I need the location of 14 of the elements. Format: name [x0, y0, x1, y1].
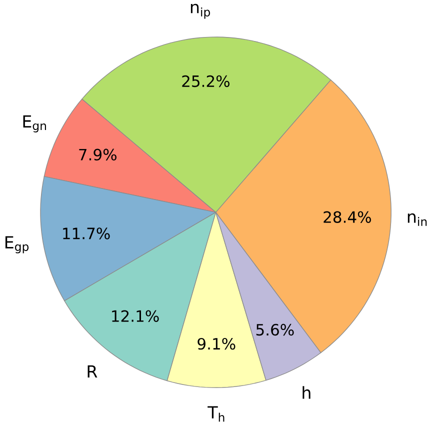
data-label: 25.2%	[182, 75, 230, 87]
slice-label: E$_{gp}$	[5, 236, 29, 254]
data-label: 9.1%	[198, 338, 236, 350]
slice-label: n$_{in}$	[408, 213, 427, 226]
data-label: 11.7%	[63, 227, 110, 240]
slice-label: E$_{gn}$	[23, 115, 46, 132]
data-label: 28.4%	[324, 211, 371, 223]
slice-label: h	[302, 386, 310, 399]
slice-label: n$_{ip}$	[190, 4, 210, 19]
slice-label: T$_{h}$	[208, 406, 224, 422]
data-label: 12.1%	[112, 310, 159, 322]
slice-label: R	[88, 365, 98, 378]
data-label: 7.9%	[79, 148, 116, 160]
data-label: 5.6%	[256, 324, 294, 336]
